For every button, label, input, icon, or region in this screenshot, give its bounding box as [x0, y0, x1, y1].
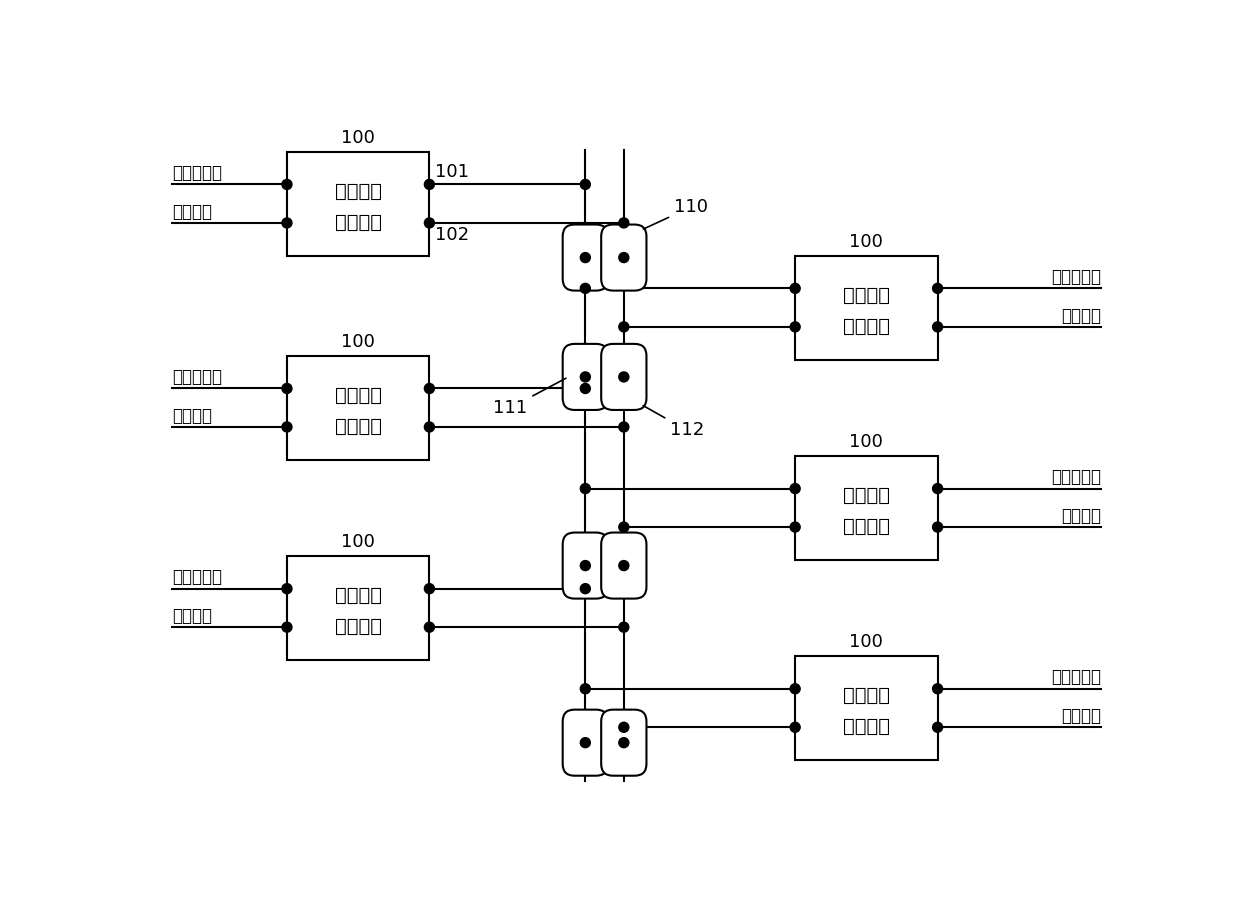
FancyBboxPatch shape — [601, 344, 647, 410]
Text: 配电单元: 配电单元 — [335, 417, 382, 436]
Text: 100: 100 — [341, 129, 375, 147]
Circle shape — [580, 484, 590, 494]
Text: 100: 100 — [850, 634, 883, 651]
Circle shape — [282, 218, 292, 228]
Text: 动力电池组: 动力电池组 — [1051, 268, 1101, 286]
Text: 动力电池组: 动力电池组 — [1051, 668, 1101, 686]
Circle shape — [790, 283, 800, 293]
Circle shape — [425, 622, 435, 632]
Circle shape — [790, 722, 800, 732]
Circle shape — [790, 684, 800, 694]
Text: 配电单元: 配电单元 — [335, 617, 382, 637]
Circle shape — [580, 180, 590, 190]
Circle shape — [790, 321, 800, 332]
Circle shape — [580, 283, 590, 293]
Text: 110: 110 — [643, 198, 707, 229]
Bar — [795, 656, 938, 760]
Circle shape — [282, 383, 292, 393]
FancyBboxPatch shape — [563, 344, 608, 410]
Text: 高压直流: 高压直流 — [843, 486, 890, 505]
Text: 配电单元: 配电单元 — [843, 717, 890, 736]
Bar — [287, 152, 430, 256]
Bar — [795, 256, 938, 360]
FancyBboxPatch shape — [563, 532, 608, 598]
Circle shape — [790, 484, 800, 494]
FancyBboxPatch shape — [563, 224, 608, 291]
Circle shape — [580, 372, 590, 382]
Circle shape — [425, 383, 435, 393]
Bar — [795, 456, 938, 560]
Text: 负载装置: 负载装置 — [172, 202, 212, 221]
Circle shape — [933, 684, 943, 694]
FancyBboxPatch shape — [601, 224, 647, 291]
Text: 负载装置: 负载装置 — [1062, 707, 1101, 725]
Circle shape — [618, 622, 629, 632]
Circle shape — [933, 722, 943, 732]
Text: 负载装置: 负载装置 — [172, 607, 212, 625]
Circle shape — [790, 522, 800, 532]
Text: 动力电池组: 动力电池组 — [172, 368, 222, 386]
Text: 100: 100 — [850, 433, 883, 451]
Circle shape — [425, 180, 435, 190]
Text: 101: 101 — [435, 163, 468, 182]
Circle shape — [425, 218, 435, 228]
Text: 高压直流: 高压直流 — [335, 386, 382, 405]
Text: 配电单元: 配电单元 — [843, 317, 890, 336]
Text: 负载装置: 负载装置 — [1062, 507, 1101, 525]
Circle shape — [933, 522, 943, 532]
Circle shape — [618, 422, 629, 432]
Circle shape — [580, 383, 590, 393]
Circle shape — [618, 737, 629, 747]
Circle shape — [618, 722, 629, 732]
Circle shape — [282, 622, 292, 632]
Circle shape — [618, 560, 629, 570]
Text: 负载装置: 负载装置 — [1062, 307, 1101, 324]
FancyBboxPatch shape — [563, 710, 608, 775]
Text: 102: 102 — [435, 226, 468, 244]
Circle shape — [580, 684, 590, 694]
Text: 高压直流: 高压直流 — [843, 286, 890, 305]
Text: 动力电池组: 动力电池组 — [172, 164, 222, 183]
Bar — [287, 356, 430, 459]
Bar — [287, 556, 430, 660]
Circle shape — [282, 422, 292, 432]
Circle shape — [618, 218, 629, 228]
Circle shape — [580, 252, 590, 262]
Text: 动力电池组: 动力电池组 — [172, 568, 222, 587]
Circle shape — [618, 252, 629, 262]
Text: 100: 100 — [341, 533, 375, 551]
Text: 100: 100 — [850, 233, 883, 251]
FancyBboxPatch shape — [601, 532, 647, 598]
Circle shape — [282, 584, 292, 594]
Circle shape — [933, 321, 943, 332]
Circle shape — [933, 283, 943, 293]
FancyBboxPatch shape — [601, 710, 647, 775]
Circle shape — [933, 484, 943, 494]
Circle shape — [618, 372, 629, 382]
Text: 高压直流: 高压直流 — [335, 586, 382, 605]
Text: 动力电池组: 动力电池组 — [1051, 469, 1101, 487]
Text: 配电单元: 配电单元 — [335, 212, 382, 232]
Circle shape — [618, 321, 629, 332]
Text: 高压直流: 高压直流 — [843, 686, 890, 705]
Circle shape — [580, 737, 590, 747]
Text: 112: 112 — [643, 406, 704, 439]
Circle shape — [425, 584, 435, 594]
Circle shape — [580, 584, 590, 594]
Text: 配电单元: 配电单元 — [843, 517, 890, 536]
Text: 高压直流: 高压直流 — [335, 182, 382, 201]
Text: 100: 100 — [341, 333, 375, 351]
Circle shape — [425, 422, 435, 432]
Circle shape — [282, 180, 292, 190]
Circle shape — [618, 522, 629, 532]
Circle shape — [580, 560, 590, 570]
Text: 111: 111 — [493, 379, 566, 417]
Text: 负载装置: 负载装置 — [172, 407, 212, 425]
